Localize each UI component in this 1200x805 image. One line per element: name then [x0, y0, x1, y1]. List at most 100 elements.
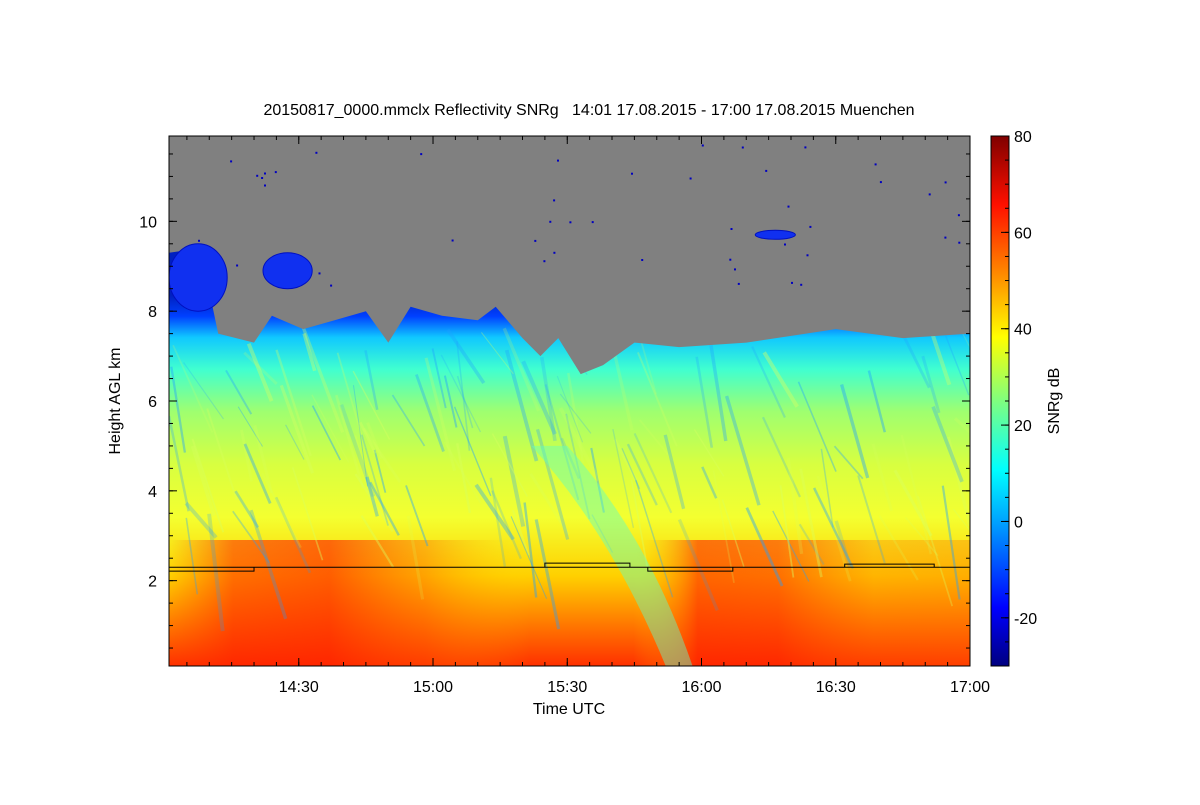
- fall-streak: [931, 406, 964, 483]
- fall-streak: [834, 520, 852, 568]
- fall-streak: [206, 408, 238, 501]
- fall-streak: [630, 479, 649, 568]
- fall-streak: [373, 449, 387, 493]
- x-tick-label: 17:00: [950, 679, 990, 696]
- noise-speckle: [730, 228, 733, 230]
- noise-speckle: [631, 172, 633, 175]
- fall-streak: [453, 406, 492, 497]
- fall-streak: [833, 445, 864, 480]
- colorbar-tick-label: 80: [1014, 129, 1032, 146]
- noise-speckle: [256, 174, 259, 177]
- fall-streak: [406, 515, 425, 600]
- noise-speckle: [549, 220, 552, 223]
- fall-streak: [358, 421, 377, 454]
- noise-speckle: [557, 159, 559, 162]
- fall-streak: [941, 327, 970, 396]
- colorbar-tick-label: 20: [1014, 418, 1032, 435]
- fall-streak: [709, 344, 728, 442]
- fall-streak: [275, 349, 312, 457]
- fall-streak: [511, 509, 530, 556]
- fall-streak: [360, 515, 395, 568]
- fall-streak: [456, 341, 471, 451]
- x-axis-label: Time UTC: [533, 701, 605, 718]
- fall-streak: [952, 508, 970, 551]
- fall-streak: [291, 467, 324, 561]
- noise-speckle: [689, 177, 692, 180]
- colorbar-tick-label: 60: [1014, 225, 1032, 242]
- noise-speckle: [806, 254, 809, 257]
- noise-speckle: [928, 193, 931, 196]
- noise-speckle: [641, 259, 644, 261]
- fall-streak: [878, 515, 919, 581]
- fall-streak: [366, 422, 383, 460]
- noise-speckle: [701, 144, 704, 147]
- noise-speckle: [804, 146, 807, 149]
- fall-streak: [900, 434, 932, 555]
- noise-speckle: [230, 160, 233, 163]
- colorbar-label: SNRg dB: [1046, 368, 1063, 435]
- fall-streak: [243, 443, 272, 504]
- fall-streak: [456, 442, 472, 514]
- noise-speckle: [236, 264, 239, 267]
- fall-streak: [302, 333, 317, 372]
- fall-streak: [921, 355, 941, 414]
- fall-streak: [556, 375, 584, 443]
- fall-streak: [559, 393, 592, 434]
- fall-streak: [917, 495, 954, 607]
- fall-streak: [544, 384, 580, 501]
- fall-streak: [240, 429, 254, 482]
- noise-speckle: [737, 282, 740, 285]
- fall-streak: [633, 432, 673, 514]
- fall-streak: [405, 485, 429, 547]
- fall-streak: [172, 344, 214, 433]
- fall-streak: [772, 510, 810, 582]
- fall-streak: [695, 356, 714, 448]
- noise-speckle: [791, 281, 793, 284]
- fall-streak: [867, 370, 887, 433]
- fall-streak: [521, 360, 557, 435]
- fall-streak: [928, 325, 952, 386]
- fall-streak: [431, 348, 447, 409]
- fall-streak: [523, 502, 538, 598]
- fall-streak: [391, 394, 426, 447]
- fall-streak: [529, 473, 570, 535]
- fall-streak: [812, 487, 855, 569]
- fall-streak: [560, 437, 581, 480]
- fall-streak: [701, 466, 718, 499]
- fall-streak: [612, 428, 635, 528]
- fall-streak: [904, 516, 939, 557]
- y-tick-label: 2: [148, 574, 157, 591]
- fall-streak: [816, 475, 852, 582]
- fall-streak: [857, 475, 886, 564]
- fall-streak: [190, 445, 216, 517]
- fall-streak: [246, 342, 274, 402]
- fall-streak: [185, 517, 199, 595]
- fall-streak: [279, 384, 315, 474]
- fall-streak: [443, 441, 482, 504]
- fall-streak: [456, 375, 474, 429]
- noise-speckle: [879, 181, 882, 184]
- fall-streak: [446, 328, 486, 384]
- fall-streak: [591, 514, 614, 554]
- fall-streak: [352, 370, 391, 440]
- fall-streak: [360, 434, 389, 526]
- fall-streak: [191, 438, 225, 533]
- fall-streak: [567, 372, 585, 464]
- fall-streak: [534, 519, 561, 630]
- y-tick-label: 8: [148, 304, 157, 321]
- x-tick-label: 15:30: [547, 679, 587, 696]
- upper-cloud-patch: [262, 252, 313, 290]
- noise-speckle: [543, 260, 546, 263]
- fall-streak: [540, 356, 557, 442]
- fall-streak: [364, 350, 379, 410]
- fall-streak: [183, 362, 224, 420]
- fall-streak: [745, 507, 784, 587]
- precip-fall-band: [531, 445, 693, 666]
- fall-streak: [285, 424, 305, 460]
- fall-streak: [274, 496, 312, 574]
- fall-streak: [510, 516, 548, 599]
- fall-streak: [799, 468, 823, 578]
- x-tick-label: 15:00: [413, 679, 453, 696]
- noise-speckle: [944, 236, 947, 239]
- colorbar-ticks: -20 0 20 40 60 80: [1001, 129, 1037, 667]
